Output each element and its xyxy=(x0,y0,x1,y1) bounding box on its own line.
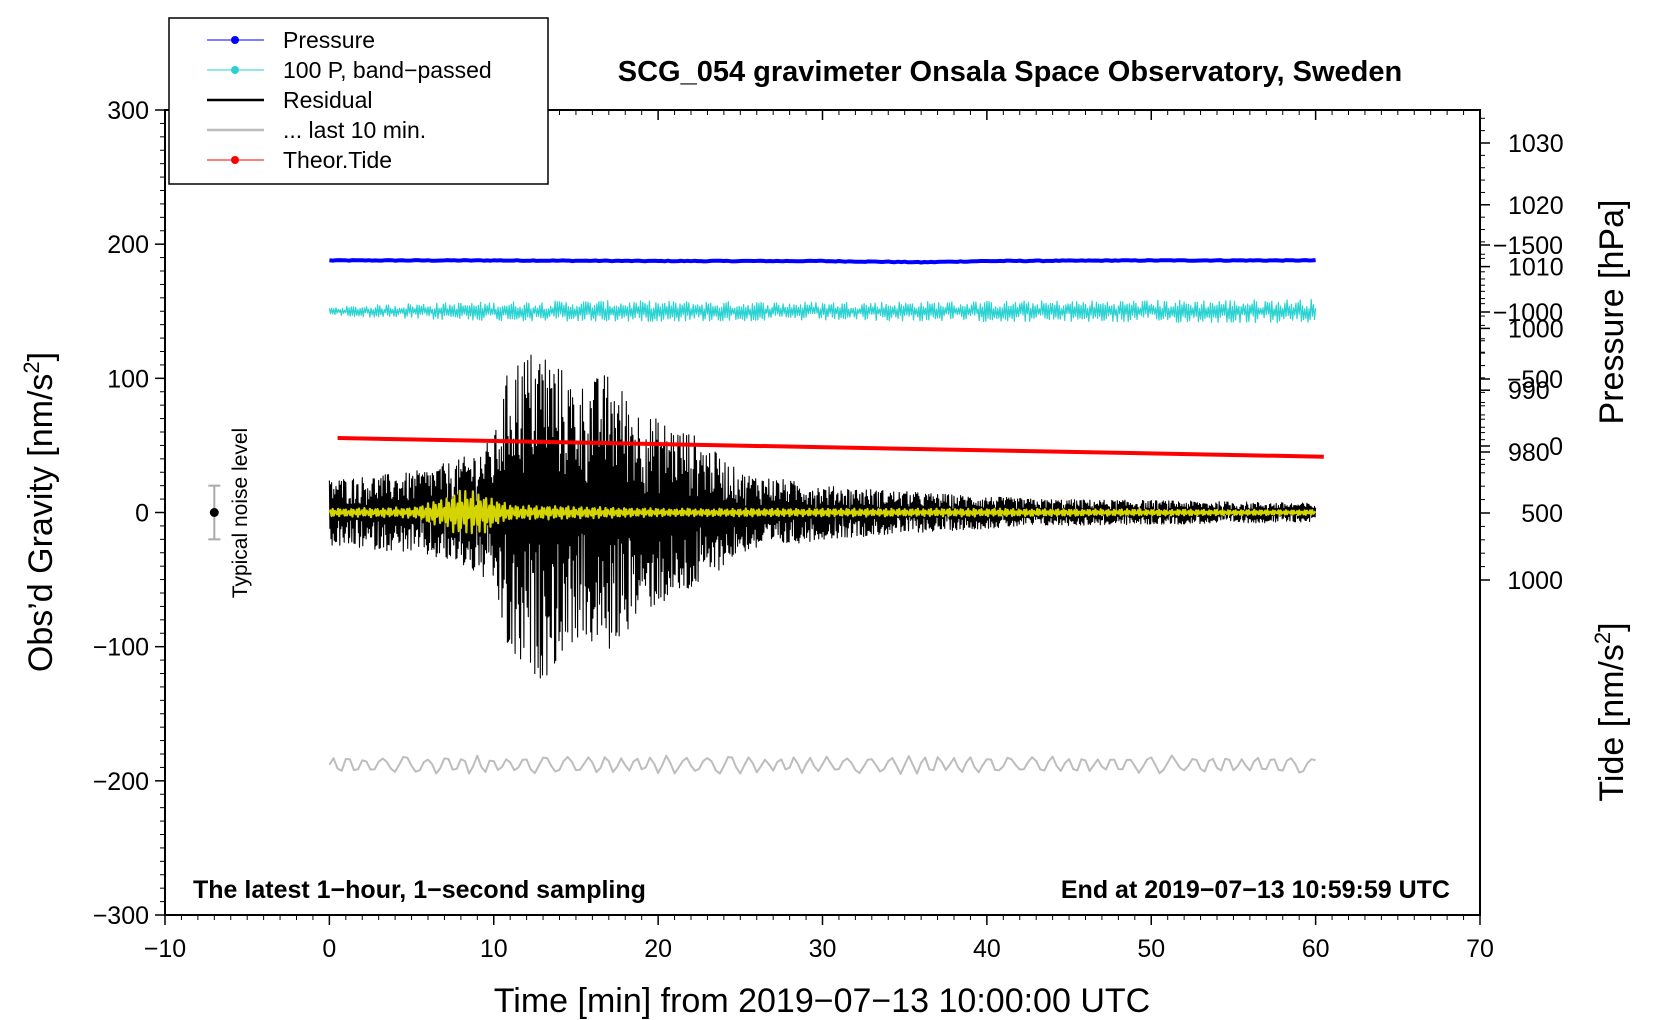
legend-swatch-marker xyxy=(231,156,239,164)
y-axis-pressure: 1030 1020 1010 1000 990 980 xyxy=(1480,117,1564,467)
legend-label: ... last 10 min. xyxy=(283,117,426,143)
legend-swatch-marker xyxy=(231,66,239,74)
legend-label: Theor.Tide xyxy=(283,147,392,173)
y-axis-tide-title: Tide [nm/s2] xyxy=(1590,622,1631,801)
y-tide-tick-label: −1000 xyxy=(1493,299,1563,327)
y-pressure-tick-label: 1000 xyxy=(1508,315,1564,343)
series-line-100-p-band-passed xyxy=(328,298,1317,324)
y-pressure-tick-label: 1020 xyxy=(1508,192,1564,220)
legend-label: 100 P, band−passed xyxy=(283,57,492,83)
noise-level-marker: Typical noise level xyxy=(208,428,252,598)
y-pressure-tick-label: 1010 xyxy=(1508,254,1564,282)
series-group xyxy=(328,258,1324,775)
x-tick-label: 30 xyxy=(809,935,837,963)
y-left-tick-label: −300 xyxy=(93,902,149,930)
annotation-bottom-left: The latest 1−hour, 1−second sampling xyxy=(193,876,646,904)
y-left-tick-label: 0 xyxy=(135,500,149,528)
y-tide-tick-label: 500 xyxy=(1521,500,1563,528)
y-axis-tide: 1000 500 0 −500 −1000 −1500 xyxy=(1480,232,1563,595)
y-tide-tick-label: −500 xyxy=(1507,366,1563,394)
x-axis-title: Time [min] from 2019−07−13 10:00:00 UTC xyxy=(494,982,1150,1020)
x-tick-label: 20 xyxy=(644,935,672,963)
annotation-bottom-right: End at 2019−07−13 10:59:59 UTC xyxy=(1061,876,1450,904)
x-tick-label: 0 xyxy=(322,935,336,963)
y-tide-tick-label: −1500 xyxy=(1493,232,1563,260)
y-axis-tide-title-sup: 2 xyxy=(1590,632,1615,644)
x-tick-label: −10 xyxy=(144,935,186,963)
series-line-last-10-min xyxy=(328,754,1316,775)
series-line-residual xyxy=(328,354,1317,679)
y-axis-left-title-sup: 2 xyxy=(19,361,44,373)
x-tick-label: 40 xyxy=(973,935,1001,963)
y-pressure-tick-label: 980 xyxy=(1508,439,1550,467)
y-tide-tick-label: 1000 xyxy=(1507,567,1563,595)
y-left-tick-label: 100 xyxy=(107,365,149,393)
series-line-theor-tide xyxy=(337,436,1324,459)
y-pressure-tick-label: 990 xyxy=(1508,377,1550,405)
y-left-tick-label: 300 xyxy=(107,97,149,125)
legend-label: Residual xyxy=(283,87,373,113)
noise-level-label: Typical noise level xyxy=(229,428,252,598)
legend: Pressure 100 P, band−passed Residual ... la… xyxy=(168,17,549,185)
y-axis-left-title: Obs’d Gravity [nm/s2] xyxy=(19,352,60,672)
series-line-yellow-trace xyxy=(328,489,1317,535)
legend-swatch-marker xyxy=(231,36,239,44)
noise-point xyxy=(209,508,219,517)
y-left-tick-label: −100 xyxy=(93,634,149,662)
y-pressure-tick-label: 1030 xyxy=(1508,130,1564,158)
x-tick-label: 50 xyxy=(1137,935,1165,963)
y-axis-pressure-title: Pressure [hPa] xyxy=(1593,200,1631,425)
legend-label: Pressure xyxy=(283,27,375,53)
x-tick-label: 10 xyxy=(480,935,508,963)
y-tide-tick-label: 0 xyxy=(1549,433,1563,461)
y-left-tick-label: 200 xyxy=(107,231,149,259)
chart-title: SCG_054 gravimeter Onsala Space Observat… xyxy=(618,56,1402,88)
x-axis: −10 0 10 20 30 40 50 60 70 xyxy=(144,110,1494,963)
x-tick-label: 70 xyxy=(1466,935,1494,963)
x-tick-label: 60 xyxy=(1302,935,1330,963)
y-axis-left: 300 200 100 0 −100 −200 −300 xyxy=(93,97,165,930)
series-line-pressure xyxy=(329,258,1316,265)
y-left-tick-label: −200 xyxy=(93,768,149,796)
